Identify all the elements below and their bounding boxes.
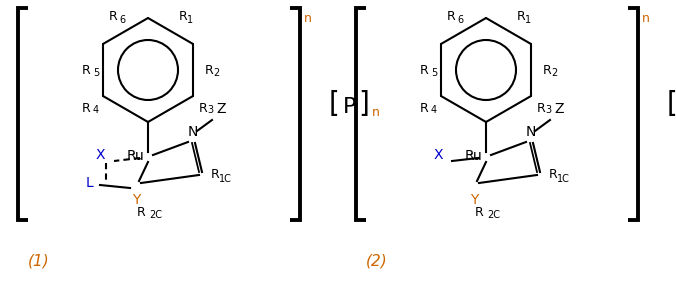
Text: 4: 4 bbox=[93, 105, 99, 115]
Text: P: P bbox=[343, 97, 357, 117]
Text: N: N bbox=[188, 125, 198, 139]
Text: L: L bbox=[85, 176, 93, 190]
Text: 2: 2 bbox=[551, 68, 557, 78]
Text: n: n bbox=[304, 12, 312, 25]
Text: R: R bbox=[537, 102, 546, 115]
Text: R: R bbox=[137, 206, 145, 219]
Text: [: [ bbox=[329, 90, 339, 118]
Text: 6: 6 bbox=[120, 15, 126, 25]
Text: Ru: Ru bbox=[127, 149, 145, 163]
Text: R: R bbox=[543, 63, 552, 77]
Text: 5: 5 bbox=[93, 68, 99, 78]
Text: R: R bbox=[178, 10, 187, 23]
Text: 2C: 2C bbox=[487, 210, 500, 220]
Text: Z: Z bbox=[216, 102, 226, 116]
Text: 1C: 1C bbox=[219, 174, 232, 184]
Text: 1C: 1C bbox=[557, 174, 570, 184]
Text: R: R bbox=[549, 168, 558, 181]
Text: 2C: 2C bbox=[149, 210, 162, 220]
Text: ]: ] bbox=[358, 90, 370, 118]
Text: R: R bbox=[109, 10, 118, 23]
Text: R: R bbox=[447, 10, 456, 23]
Text: R: R bbox=[420, 63, 429, 77]
Text: R: R bbox=[205, 63, 214, 77]
Text: [: [ bbox=[667, 90, 676, 118]
Text: 5: 5 bbox=[431, 68, 437, 78]
Text: Y: Y bbox=[470, 193, 478, 207]
Text: Y: Y bbox=[132, 193, 140, 207]
Text: R: R bbox=[516, 10, 525, 23]
Text: R: R bbox=[82, 102, 91, 115]
Text: n: n bbox=[642, 12, 650, 25]
Text: N: N bbox=[526, 125, 536, 139]
Text: Ru: Ru bbox=[465, 149, 483, 163]
Text: R: R bbox=[420, 102, 429, 115]
Text: (1): (1) bbox=[28, 253, 50, 268]
Text: 3: 3 bbox=[207, 105, 213, 115]
Text: X: X bbox=[95, 148, 105, 162]
Text: 3: 3 bbox=[545, 105, 551, 115]
Text: R: R bbox=[211, 168, 220, 181]
Text: R: R bbox=[475, 206, 483, 219]
Text: R: R bbox=[82, 63, 91, 77]
Text: (2): (2) bbox=[366, 253, 388, 268]
Text: R: R bbox=[199, 102, 208, 115]
Text: Z: Z bbox=[554, 102, 564, 116]
Text: 1: 1 bbox=[187, 15, 193, 25]
Text: 2: 2 bbox=[213, 68, 219, 78]
Text: X: X bbox=[433, 148, 443, 162]
Text: 4: 4 bbox=[431, 105, 437, 115]
Text: 6: 6 bbox=[458, 15, 464, 25]
Text: 1: 1 bbox=[525, 15, 531, 25]
Text: n: n bbox=[372, 105, 380, 118]
